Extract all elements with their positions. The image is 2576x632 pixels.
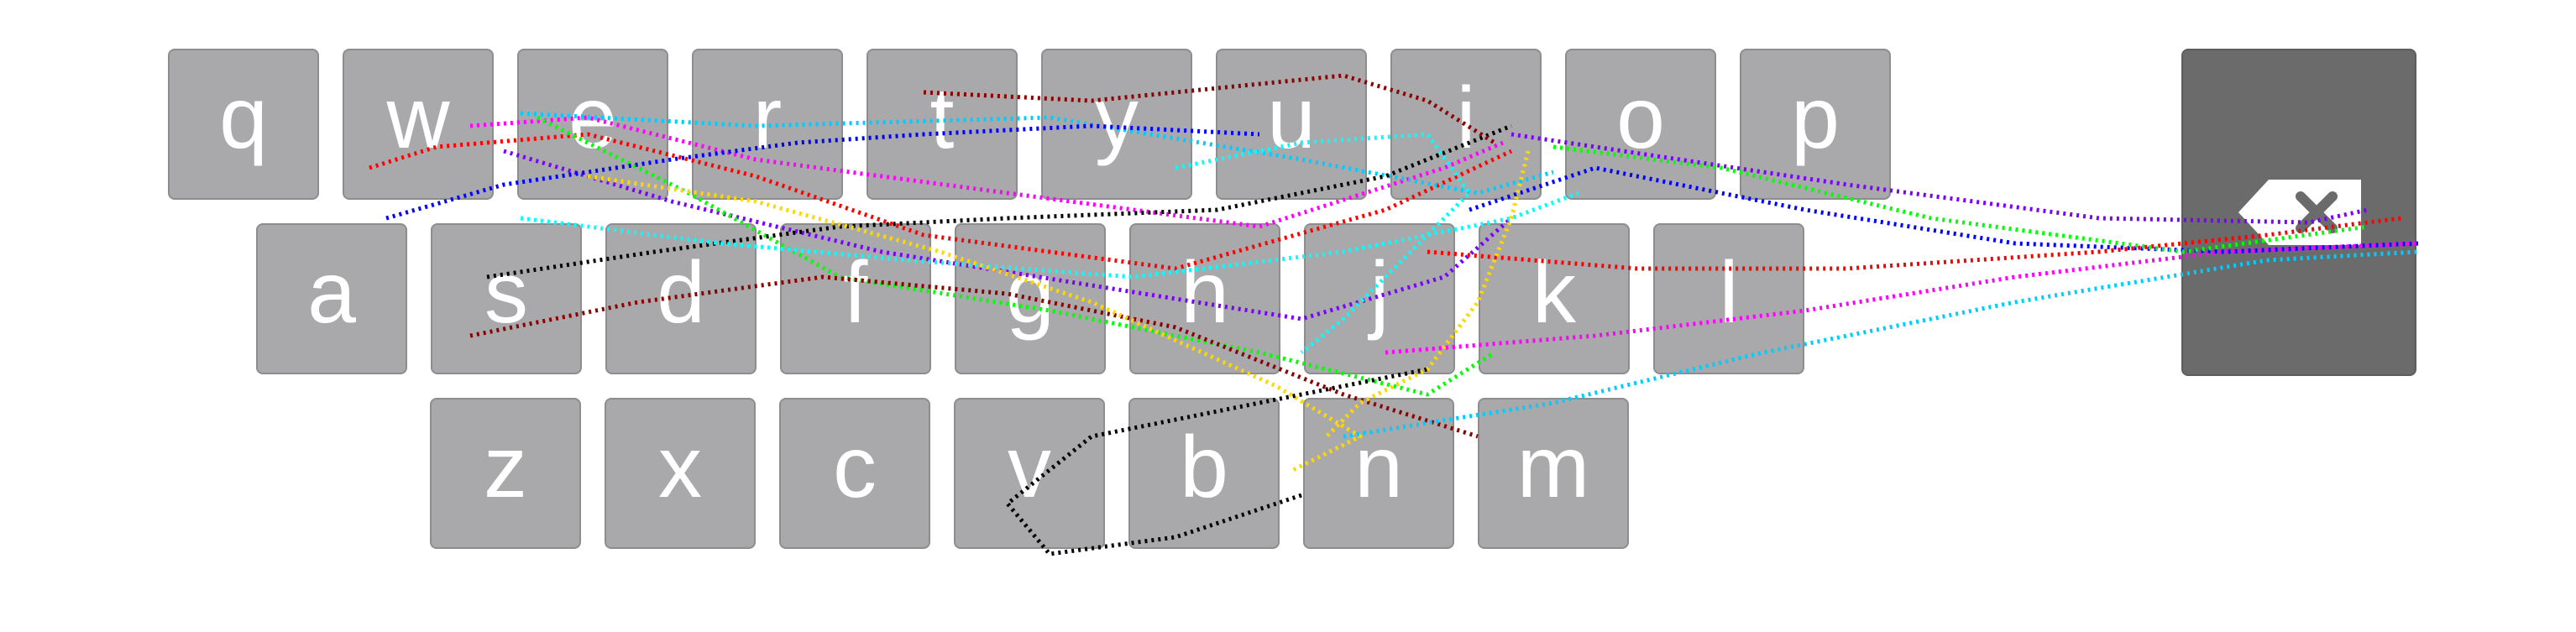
key-s[interactable]: s [431,223,582,374]
key-label: b [1180,419,1228,516]
key-label: y [1095,70,1139,167]
key-label: w [386,70,450,167]
key-label: h [1181,244,1229,342]
key-d[interactable]: d [605,223,757,374]
key-label: n [1354,419,1403,516]
key-label: l [1719,244,1739,342]
key-label: e [568,70,617,167]
key-i[interactable]: i [1390,49,1542,200]
key-label: a [307,244,356,342]
key-c[interactable]: c [779,398,930,549]
key-j[interactable]: j [1304,223,1455,374]
key-label: s [484,244,528,342]
key-a[interactable]: a [256,223,407,374]
key-label: d [657,244,705,342]
key-label: o [1616,70,1665,167]
key-q[interactable]: q [168,49,319,200]
key-n[interactable]: n [1303,398,1454,549]
backspace-icon [2238,180,2361,245]
key-f[interactable]: f [780,223,931,374]
key-y[interactable]: y [1041,49,1192,200]
key-label: p [1791,70,1840,167]
key-w[interactable]: w [343,49,494,200]
key-e[interactable]: e [517,49,668,200]
key-o[interactable]: o [1565,49,1716,200]
key-label: j [1369,244,1390,342]
key-label: x [658,419,702,516]
key-label: m [1516,419,1590,516]
key-label: u [1267,70,1316,167]
key-l[interactable]: l [1653,223,1804,374]
key-label: g [1006,244,1055,342]
key-r[interactable]: r [692,49,843,200]
key-label: v [1008,419,1051,516]
key-k[interactable]: k [1479,223,1630,374]
key-u[interactable]: u [1216,49,1367,200]
key-v[interactable]: v [954,398,1105,549]
backspace-key[interactable] [2181,49,2416,376]
key-label: z [484,419,527,516]
key-g[interactable]: g [955,223,1106,374]
key-p[interactable]: p [1740,49,1891,200]
key-label: q [219,70,268,167]
key-m[interactable]: m [1478,398,1629,549]
key-b[interactable]: b [1128,398,1280,549]
key-x[interactable]: x [605,398,756,549]
key-t[interactable]: t [867,49,1018,200]
key-label: f [843,244,868,342]
key-label: i [1456,70,1476,167]
key-h[interactable]: h [1129,223,1280,374]
key-label: k [1532,244,1576,342]
key-label: c [833,419,877,516]
key-z[interactable]: z [430,398,581,549]
key-label: t [929,70,955,167]
key-label: r [752,70,783,167]
